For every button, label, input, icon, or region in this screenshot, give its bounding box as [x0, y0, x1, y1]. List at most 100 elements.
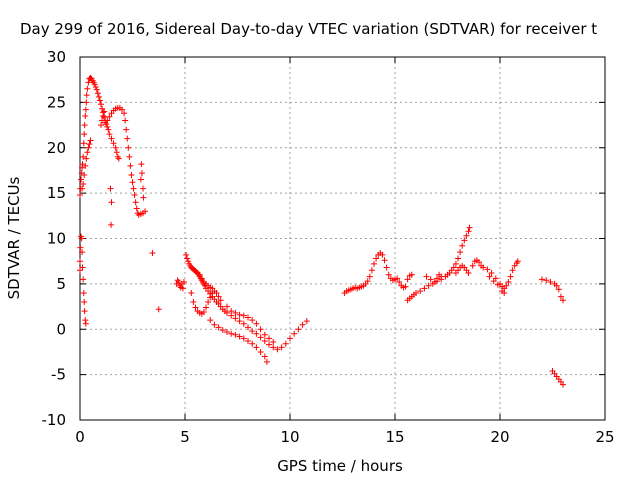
data-point [133, 205, 140, 212]
data-point [245, 314, 251, 321]
data-point [253, 344, 260, 351]
data-point [509, 267, 516, 274]
x-tick-label: 15 [385, 428, 404, 446]
data-point [119, 106, 125, 113]
x-tick-label: 25 [595, 428, 614, 446]
data-point [224, 328, 230, 335]
data-point [455, 255, 461, 262]
data-point [404, 276, 411, 283]
data-point [142, 208, 149, 215]
data-point [240, 312, 247, 319]
data-point [257, 334, 264, 341]
data-point [381, 257, 388, 264]
data-point [185, 258, 192, 265]
data-point [413, 289, 419, 296]
data-point [278, 344, 285, 351]
data-point [82, 106, 89, 113]
data-point [80, 181, 87, 188]
data-point [555, 286, 562, 293]
data-point [155, 306, 162, 313]
data-point [217, 297, 224, 304]
data-point [207, 317, 214, 324]
data-point [257, 348, 264, 355]
x-axis-label: GPS time / hours [277, 457, 403, 475]
data-point [128, 171, 135, 178]
data-point [83, 92, 90, 99]
data-point [245, 338, 251, 345]
data-point [396, 279, 403, 286]
data-point [84, 149, 91, 156]
data-point [236, 311, 243, 318]
data-point [232, 309, 239, 316]
data-point [101, 113, 108, 120]
data-point [124, 135, 131, 142]
data-point [81, 122, 88, 129]
data-point [366, 273, 373, 280]
y-tick-label: 15 [47, 184, 66, 202]
data-point [295, 326, 302, 333]
data-point [138, 161, 145, 168]
data-point [228, 330, 235, 337]
data-point [461, 237, 468, 244]
data-point [263, 358, 270, 365]
data-point [84, 85, 91, 92]
data-point [82, 320, 89, 327]
data-point [291, 330, 298, 337]
data-point [450, 264, 457, 271]
data-point [96, 97, 103, 104]
data-point [507, 273, 514, 280]
data-point [108, 199, 115, 206]
data-point [270, 344, 277, 351]
data-point [557, 293, 564, 300]
data-point [78, 235, 85, 242]
data-point [138, 170, 145, 177]
y-axis-label: SDTVAR / TECUs [5, 176, 23, 299]
data-point [274, 346, 281, 353]
x-tick-label: 10 [280, 428, 299, 446]
data-point [192, 304, 199, 311]
data-point [560, 381, 566, 388]
data-point [209, 285, 216, 292]
data-point [106, 131, 113, 138]
data-point [261, 331, 268, 338]
data-point [501, 289, 508, 296]
data-point [81, 299, 88, 306]
data-point [539, 276, 545, 283]
data-point [77, 191, 83, 198]
data-point [87, 137, 94, 144]
data-point [215, 293, 222, 300]
grid-lines [80, 57, 605, 420]
data-point [86, 141, 93, 148]
data-point [112, 144, 119, 151]
y-tick-label: 20 [47, 139, 66, 157]
data-point [469, 262, 476, 269]
data-point [92, 83, 99, 90]
data-point [80, 276, 87, 283]
data-point [484, 266, 491, 273]
data-point [91, 81, 98, 88]
data-point [371, 260, 377, 267]
data-point [100, 112, 107, 119]
x-tick-label: 20 [490, 428, 509, 446]
data-point [98, 101, 104, 108]
data-point [257, 326, 264, 333]
data-point [190, 299, 197, 306]
data-point [560, 297, 566, 304]
data-point [140, 185, 146, 192]
data-point [261, 353, 268, 360]
data-point [80, 153, 87, 160]
data-point [82, 162, 89, 169]
data-point [287, 335, 293, 342]
data-point [130, 185, 137, 192]
data-point [224, 303, 230, 310]
data-point [236, 318, 243, 325]
data-point [180, 279, 187, 286]
data-point [105, 126, 112, 133]
data-point [77, 258, 83, 265]
data-point [364, 278, 371, 285]
data-point [236, 333, 243, 340]
data-point [213, 289, 220, 296]
y-tick-label: 30 [47, 48, 66, 66]
data-point [486, 273, 493, 280]
y-tick-label: 25 [47, 93, 66, 111]
